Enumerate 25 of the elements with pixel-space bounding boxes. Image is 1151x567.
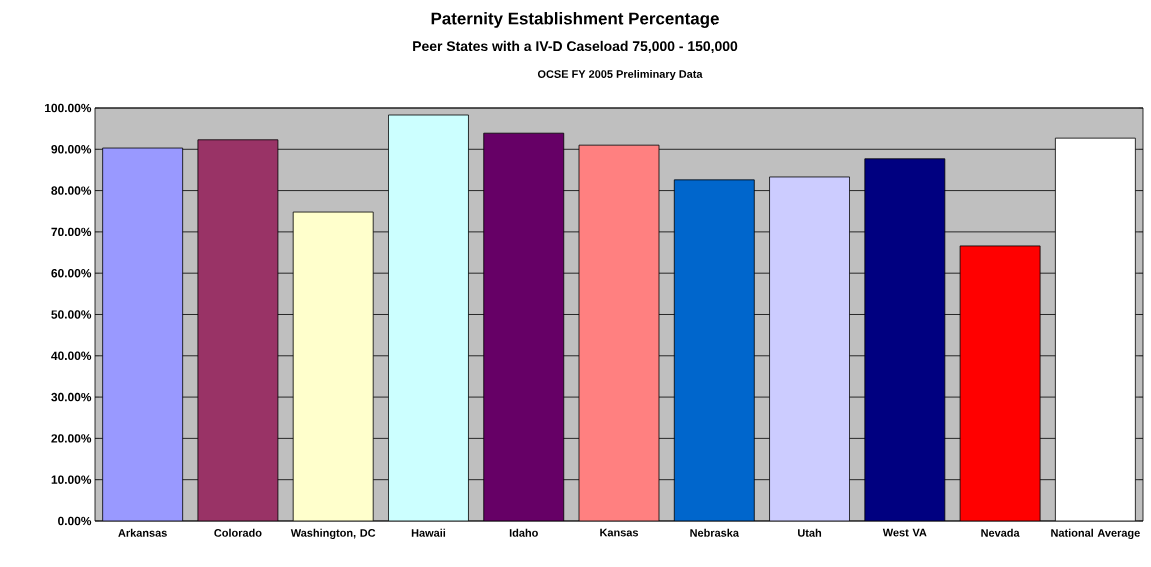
y-tick-label: 90.00% bbox=[51, 145, 92, 154]
chart-subtitle: Peer States with a IV-D Caseload 75,000 - 150,000 bbox=[413, 40, 738, 54]
y-tick-label: 10.00% bbox=[51, 475, 92, 484]
y-tick-label: 80.00% bbox=[51, 186, 92, 195]
y-tick-label: 0.00% bbox=[58, 516, 92, 526]
chart-title: Paternity Establishment Percentage bbox=[431, 12, 719, 28]
x-tick-label: Utah bbox=[798, 528, 822, 537]
x-tick-label: National Average bbox=[1051, 528, 1140, 540]
x-tick-label: West VA bbox=[882, 528, 927, 537]
x-tick-label: Washington, DC bbox=[290, 528, 376, 540]
x-tick-label: Hawaii bbox=[411, 528, 446, 537]
text: OCSE FY 2005 Preliminary Data bbox=[537, 69, 703, 81]
x-tick-label: Colorado bbox=[214, 528, 262, 537]
y-tick-label: 30.00% bbox=[51, 392, 92, 402]
x-tick-label: Arkansas bbox=[118, 528, 167, 537]
y-tick-label: 20.00% bbox=[51, 434, 92, 443]
y-tick-label: 60.00% bbox=[51, 268, 92, 278]
x-tick-label: Nevada bbox=[981, 528, 1020, 537]
y-tick-label: 50.00% bbox=[51, 310, 92, 319]
y-tick-label: 70.00% bbox=[51, 227, 92, 237]
y-tick-label: 40.00% bbox=[51, 351, 92, 361]
x-tick-label: Idaho bbox=[509, 528, 538, 537]
x-tick-label: Kansas bbox=[600, 528, 639, 537]
y-tick-label: 100.00% bbox=[45, 103, 92, 113]
x-tick-label: Nebraska bbox=[690, 528, 740, 537]
